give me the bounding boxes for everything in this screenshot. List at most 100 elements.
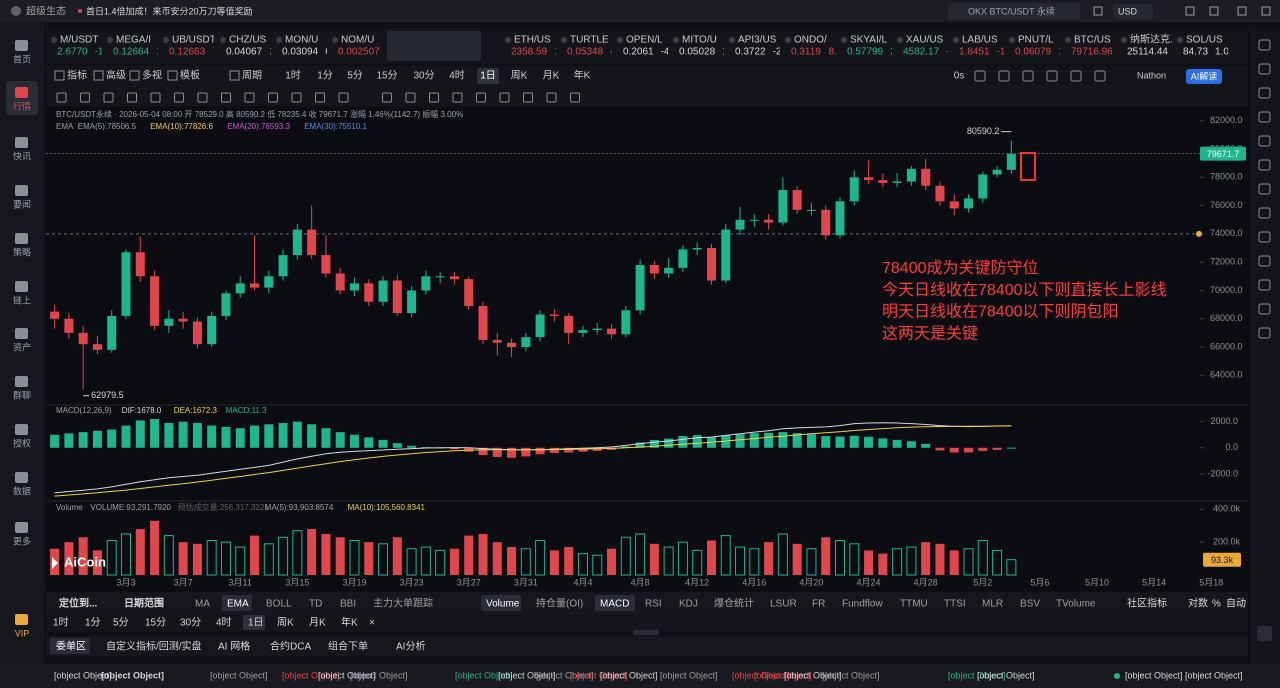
period-button[interactable]: 月K — [309, 617, 326, 629]
indicator-button[interactable]: BBI — [340, 599, 356, 610]
indicator-button[interactable]: TD — [309, 599, 322, 610]
period-button[interactable]: 1日 — [480, 71, 496, 82]
ticker[interactable]: API3/US0.3722 -2 — [729, 35, 782, 58]
ticker[interactable]: MITO/U0.05028 1 — [673, 35, 728, 58]
indicator-button[interactable]: 主力大单跟踪 — [373, 597, 433, 610]
indicator-button[interactable]: BSV — [1020, 599, 1040, 610]
period-button[interactable]: 5分 — [113, 617, 129, 629]
sidebar-item[interactable]: 数据 — [13, 485, 31, 496]
indicator-button[interactable]: 日期范围 — [124, 597, 164, 610]
sidebar-item[interactable]: 资产 — [13, 341, 31, 352]
indicator-button[interactable]: 自动 — [1226, 597, 1246, 610]
ticker[interactable]: NOM/U0.002507 — [332, 35, 380, 58]
indicator-button[interactable]: 爆仓统计 — [714, 597, 754, 610]
sidebar-item[interactable]: 快讯 — [13, 150, 31, 161]
ticker[interactable]: OPEN/L0.2061 -4 — [617, 35, 670, 58]
indicator-button[interactable]: % — [1212, 599, 1221, 610]
indicator-button[interactable]: Volume — [486, 599, 520, 610]
period-button[interactable]: 1日 — [248, 618, 264, 629]
indicator-button[interactable]: MACD — [600, 599, 629, 610]
tab[interactable]: 委单区 — [56, 640, 86, 653]
indicator-button[interactable]: MLR — [982, 599, 1003, 610]
indicator-button[interactable]: LSUR — [770, 599, 797, 610]
period-button[interactable]: 15分 — [145, 617, 166, 629]
tab[interactable]: AI 网格 — [218, 640, 250, 653]
period-button[interactable]: 1分 — [317, 70, 333, 82]
candle-body — [150, 276, 160, 326]
indicator-button[interactable]: KDJ — [679, 599, 698, 610]
ticker[interactable]: ONDO/0.3119 8.7 — [785, 35, 843, 58]
indicator-button[interactable]: BOLL — [266, 599, 292, 610]
indicator-button[interactable]: 对数 — [1188, 597, 1208, 610]
toolbar — [46, 66, 1248, 106]
tab[interactable]: AI分析 — [396, 640, 425, 653]
ticker[interactable]: MON/U0.03094 6 — [276, 35, 331, 58]
period-button[interactable]: 1分 — [85, 617, 101, 629]
period-button[interactable]: 15分 — [376, 70, 397, 82]
sidebar-item[interactable]: 群聊 — [13, 389, 31, 400]
indicator-button[interactable]: MA — [195, 599, 210, 610]
period-button[interactable]: 周K — [511, 70, 528, 82]
tab[interactable]: 自定义指标/回测/实盘 — [106, 640, 202, 653]
period-button[interactable]: 5分 — [347, 70, 363, 82]
sidebar-item[interactable]: 要闻 — [13, 199, 31, 209]
search[interactable]: OKX BTC/USDT 永续 — [968, 5, 1055, 16]
period-button[interactable]: 30分 — [413, 70, 434, 82]
ticker[interactable]: LAB/US1.8451 -1 — [953, 35, 1006, 58]
indicator-button[interactable]: 社区指标 — [1127, 597, 1167, 610]
ticker[interactable]: MEGA/I0.12664 1 — [107, 35, 162, 58]
period-button[interactable]: 1时 — [285, 70, 301, 82]
ticker[interactable]: 纳斯达克...25114.44( — [1121, 33, 1180, 58]
period-button[interactable]: 4时 — [216, 617, 232, 629]
ai-button-label[interactable]: AI解读 — [1191, 70, 1218, 81]
sidebar-item[interactable]: 授权 — [13, 437, 31, 448]
macd-bar — [135, 420, 145, 448]
indicator-button[interactable]: FR — [812, 599, 825, 610]
tool-button[interactable]: 多视 — [142, 69, 162, 82]
tab[interactable]: 组合下单 — [328, 640, 368, 653]
period-button[interactable]: 年K — [574, 69, 591, 82]
period-button[interactable]: 年K — [341, 616, 358, 629]
volume-bar — [135, 529, 145, 575]
sidebar-item[interactable]: 链上 — [13, 294, 31, 305]
period-button[interactable]: 30分 — [180, 617, 201, 629]
currency[interactable]: USD — [1118, 6, 1138, 16]
indicator-button[interactable]: EMA — [227, 599, 249, 610]
period-button[interactable]: 4时 — [449, 70, 465, 82]
indicator-button[interactable]: TTSI — [944, 599, 966, 610]
sidebar-item[interactable]: VIP — [15, 628, 30, 638]
tool-button[interactable]: 模板 — [180, 69, 200, 82]
period-button[interactable]: 周K — [277, 617, 294, 629]
indicator-button[interactable]: RSI — [645, 599, 662, 610]
ticker[interactable]: CHZ/US0.04067 1 — [220, 35, 275, 58]
indicator-button[interactable]: 持仓量(OI) — [536, 597, 583, 610]
candle-body — [649, 264, 659, 274]
sidebar-item[interactable]: 行情 — [13, 100, 31, 111]
tool-button[interactable]: 指标 — [67, 69, 87, 82]
period-button[interactable]: 1时 — [53, 617, 69, 629]
tool-button[interactable]: 高级 — [106, 69, 126, 82]
sidebar-item[interactable]: 首页 — [13, 53, 31, 64]
ticker[interactable]: PNUT/L0.06079 1 — [1009, 35, 1064, 58]
candle-body — [478, 306, 488, 340]
indicator-button[interactable]: Fundflow — [842, 599, 883, 610]
sidebar-item[interactable]: 更多 — [13, 535, 31, 546]
macd-bar — [164, 422, 174, 448]
period-button[interactable]: × — [369, 618, 375, 629]
indicator-button[interactable]: TVolume — [1056, 599, 1096, 610]
tool-button[interactable]: 周期 — [242, 70, 262, 82]
ticker[interactable]: SKYAI/L0.57799 2 — [841, 35, 896, 58]
period-button[interactable]: 月K — [543, 70, 560, 82]
indicator-button[interactable]: TTMU — [900, 599, 928, 610]
user-menu[interactable]: Nathon — [1137, 70, 1166, 80]
tab[interactable]: 合约DCA — [270, 640, 311, 653]
sidebar-item[interactable]: 策略 — [13, 246, 31, 257]
indicator-button[interactable]: 定位到... — [59, 597, 98, 610]
